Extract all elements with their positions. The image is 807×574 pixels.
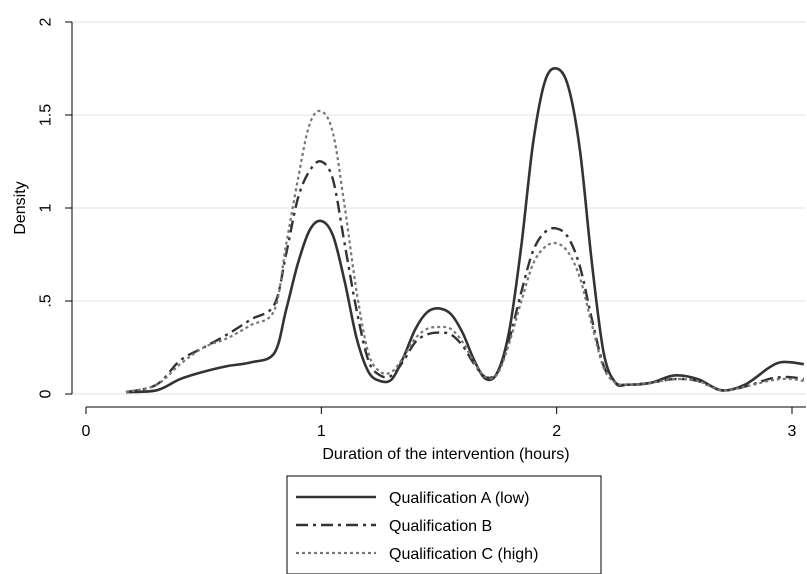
x-tick-label: 0	[82, 423, 91, 440]
y-tick-label: 1.5	[38, 104, 55, 126]
x-axis-title: Duration of the intervention (hours)	[322, 446, 569, 463]
y-tick-label: 1	[38, 203, 55, 212]
x-tick-label: 1	[317, 423, 326, 440]
x-tick-label: 3	[788, 423, 797, 440]
y-tick-label: .5	[38, 294, 55, 307]
x-tick-label: 2	[552, 423, 561, 440]
x-ticks: 0 1 2 3	[82, 407, 797, 440]
legend-entry-qualification-c: Qualification C (high)	[389, 546, 538, 563]
legend: Qualification A (low) Qualification B Qual…	[286, 475, 602, 574]
series-line-qualification-b	[125, 159, 804, 394]
series-lines	[125, 66, 805, 394]
axes	[71, 22, 806, 408]
y-tick-label: 0	[38, 389, 55, 398]
y-tick-label: 2	[38, 17, 55, 26]
series-line-qualification-a	[125, 66, 805, 394]
legend-entry-qualification-a: Qualification A (low)	[389, 490, 530, 507]
y-ticks: 0 .5 1 1.5 2	[38, 17, 72, 398]
y-axis-title: Density	[12, 181, 29, 234]
legend-entry-qualification-b: Qualification B	[389, 518, 492, 535]
grid-lines	[72, 21, 806, 395]
